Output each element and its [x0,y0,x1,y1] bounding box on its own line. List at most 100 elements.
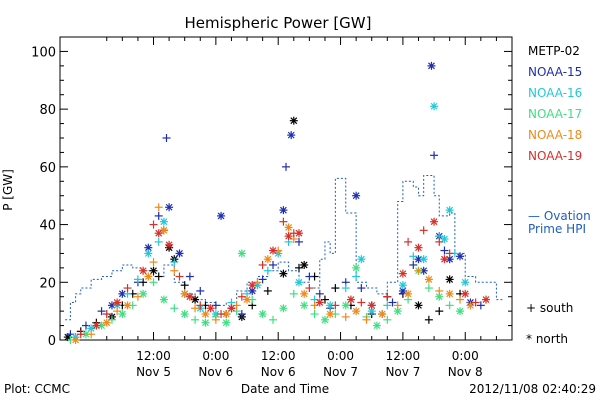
point-north [440,235,449,243]
point-south [154,211,163,220]
point-north [398,281,407,290]
point-north [482,295,491,304]
point-north [206,304,215,313]
x-tick-label-date: Nov 8 [448,365,483,379]
point-south [175,272,184,281]
point-south [180,281,189,290]
point-north [139,266,148,275]
point-north [269,246,278,255]
point-north [445,275,454,284]
point-north [154,229,163,238]
x-tick-label-time: 12:00 [261,349,296,363]
point-south [123,284,132,293]
axes-layer: 0 20 40 60 80 100 12:00 Nov 5 0:00 Nov 6 12:00 Nov … [31,37,512,379]
point-south [279,217,288,226]
point-north [165,240,174,249]
point-south [440,246,449,255]
point-south [76,330,85,339]
point-south [269,315,278,324]
point-north [159,295,168,304]
point-south [331,301,340,310]
point-south [133,292,142,301]
legend-entry: NOAA-15 [528,65,582,79]
point-south [424,284,433,293]
y-tick-label: 80 [39,103,56,118]
point-north [97,321,106,330]
point-south [154,237,163,246]
point-south [149,258,158,267]
point-south [331,284,340,293]
point-south [471,298,480,307]
point-south [414,266,423,275]
point-north [445,289,454,298]
point-north [419,255,428,264]
point-south [102,310,111,319]
point-north [258,310,267,319]
point-north [300,260,309,269]
y-tick-label: 40 [39,219,56,234]
point-south [383,315,392,324]
y-tick-label: 0 [48,334,56,349]
point-north [284,232,293,241]
point-north [300,301,309,310]
legend-entry: NOAA-19 [528,149,582,163]
point-north [144,249,153,258]
point-north [165,203,174,212]
point-south [352,272,361,281]
point-north [445,206,454,215]
point-north [461,289,470,298]
point-south [258,275,267,284]
x-tick-label-date: Nov 7 [385,365,420,379]
legend-entry: NOAA-17 [528,107,582,121]
legend-entry: METP-02 [528,44,580,58]
point-north [102,318,111,327]
point-north [217,211,226,220]
point-south [357,284,366,293]
point-north [139,289,148,298]
point-north [279,304,288,313]
point-north [404,289,413,298]
point-south [341,284,350,293]
point-north [175,249,184,258]
point-south [263,286,272,295]
point-north [326,310,335,319]
point-north [123,301,132,310]
point-south [237,310,246,319]
south-marker-label: + south [526,301,573,315]
x-axis-label: Date and Time [241,382,329,396]
point-south [170,258,179,267]
point-south [133,275,142,284]
data-points-layer [63,61,491,344]
point-south [362,315,371,324]
point-north [294,278,303,287]
point-south [456,295,465,304]
point-south [289,289,298,298]
point-south [185,272,194,281]
point-north [414,243,423,252]
point-south [113,307,122,316]
point-north [113,298,122,307]
point-south [419,226,428,235]
point-south [237,292,246,301]
point-south [149,278,158,287]
point-north [185,292,194,301]
point-south [310,310,319,319]
point-south [196,301,205,310]
point-north [352,191,361,200]
point-north [466,301,475,310]
point-north [279,206,288,215]
point-north [456,307,465,316]
plot-frame [59,36,513,341]
point-north [144,272,153,281]
legend-entry: NOAA-16 [528,86,582,100]
point-north [435,292,444,301]
point-north [424,275,433,284]
point-north [461,278,470,287]
point-south [170,304,179,313]
point-north [430,217,439,226]
point-south [409,252,418,261]
x-tick-label-date: Nov 6 [261,365,296,379]
x-tick-label-date: Nov 6 [198,365,233,379]
point-north [180,310,189,319]
